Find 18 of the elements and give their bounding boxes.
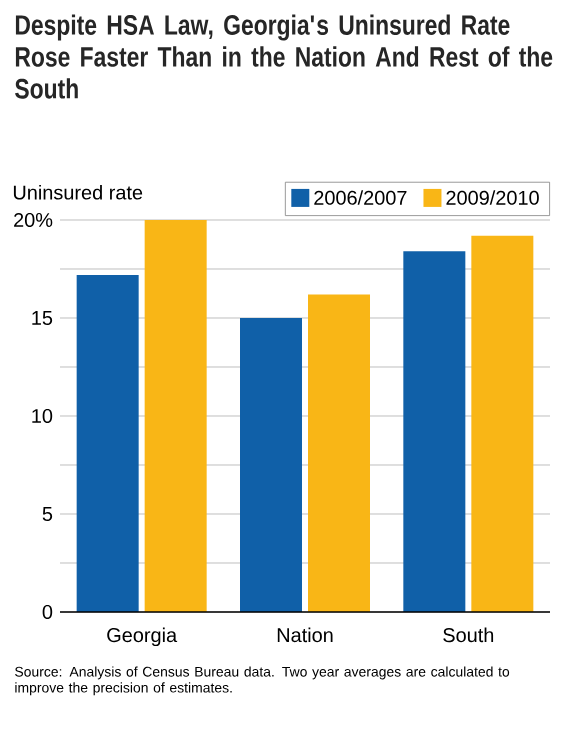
y-tick-label: 5 (42, 507, 53, 521)
y-tick-label: 10 (32, 408, 53, 424)
y-axis-title: Uninsured rate (13, 184, 143, 200)
y-tick-label: 20% (14, 212, 53, 228)
chart-title: Despite HSA Law, Georgia's Uninsured Rate Rose Faster Than in the Nation And Rest of the South (15, 14, 553, 99)
legend-label: 2006/2007 (314, 190, 407, 205)
y-tick-label: 15 (32, 311, 53, 325)
bar (308, 294, 370, 612)
bar (471, 235, 534, 612)
legend-label: 2009/2010 (446, 190, 539, 205)
x-tick-label: Georgia (107, 627, 178, 647)
bar (76, 274, 139, 612)
bar (403, 251, 466, 612)
bar (144, 219, 207, 612)
bar (240, 317, 302, 612)
y-tick-label: 0 (42, 604, 53, 620)
x-tick-label: Nation (277, 627, 333, 643)
x-tick-label: South (443, 627, 494, 643)
